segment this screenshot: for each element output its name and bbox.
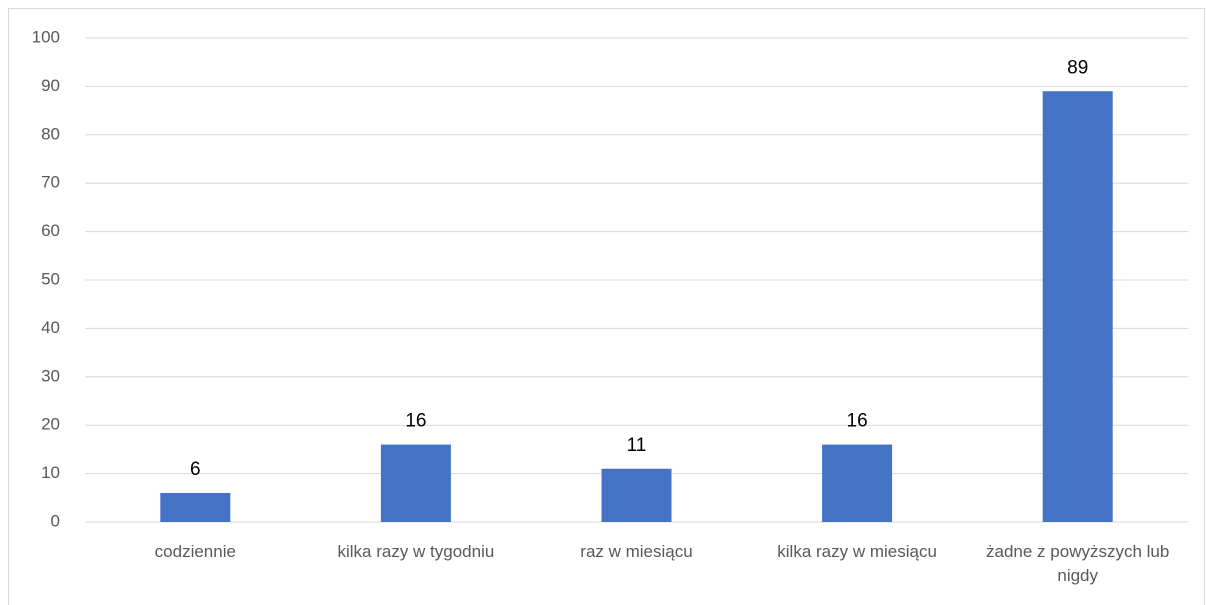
data-label: 6 — [190, 459, 201, 480]
data-label: 89 — [1067, 57, 1088, 78]
y-tick-label: 70 — [41, 173, 60, 192]
y-tick-label: 20 — [41, 415, 60, 434]
x-tick-label: kilka razy w tygodniu — [337, 542, 495, 561]
y-tick-label: 50 — [41, 269, 60, 288]
bar — [380, 444, 451, 522]
y-tick-label: 40 — [41, 318, 60, 337]
bar — [601, 468, 672, 522]
y-tick-label: 60 — [41, 221, 60, 240]
y-tick-label: 100 — [32, 27, 60, 46]
bar — [160, 492, 231, 522]
bar — [822, 444, 893, 522]
y-tick-label: 80 — [41, 124, 60, 143]
data-label: 11 — [627, 435, 647, 456]
chart-border — [8, 8, 1205, 605]
bar — [1042, 91, 1113, 523]
y-tick-label: 90 — [41, 76, 60, 95]
x-tick-label: codziennie — [154, 542, 236, 561]
data-label: 16 — [405, 411, 426, 432]
x-tick-label: kilka razy w miesiącu — [777, 542, 937, 561]
x-tick-label: raz w miesiącu — [580, 542, 693, 561]
y-tick-label: 10 — [41, 463, 60, 482]
y-tick-label: 30 — [41, 366, 60, 385]
data-label: 16 — [847, 411, 868, 432]
x-tick-label: żadne z powyższych lub nigdy — [986, 542, 1170, 585]
y-tick-label: 0 — [51, 511, 60, 530]
